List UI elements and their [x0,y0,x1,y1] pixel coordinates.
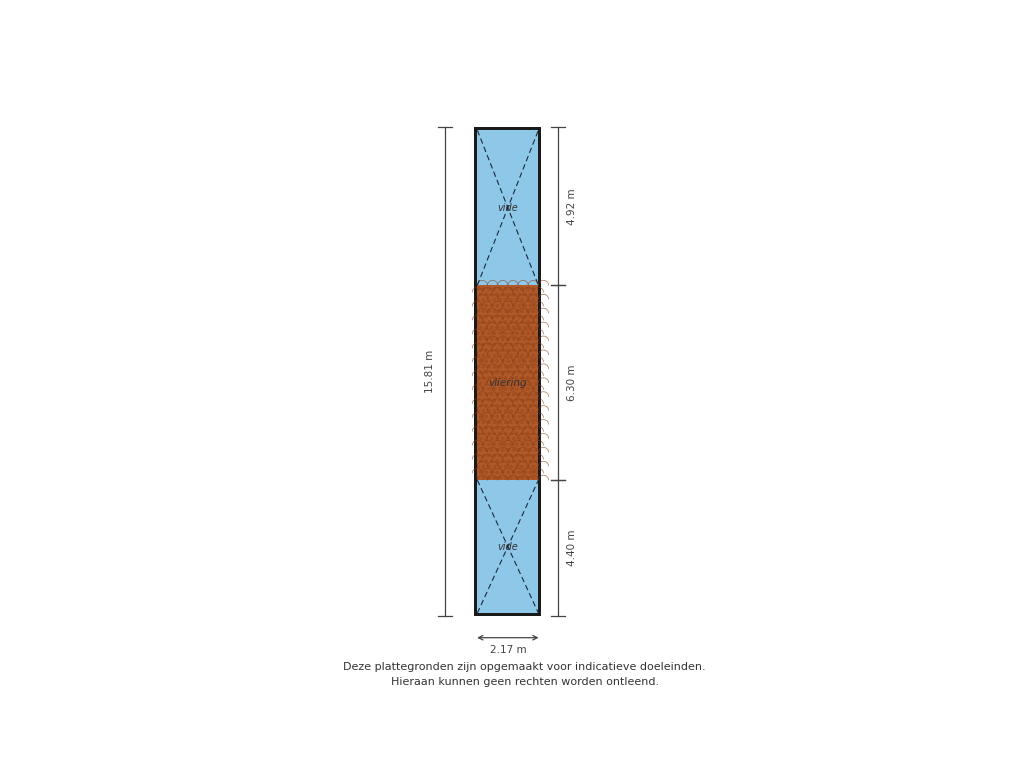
Text: vliering: vliering [488,378,527,388]
Bar [477,480,539,613]
Text: vide: vide [498,541,518,551]
Text: 4.40 m: 4.40 m [567,530,578,566]
Bar [477,131,539,285]
Text: 6.30 m: 6.30 m [567,364,578,401]
Text: Deze plattegronden zijn opgemaakt voor indicatieve doeleinden.
Hieraan kunnen ge: Deze plattegronden zijn opgemaakt voor i… [343,662,707,687]
Text: 4.92 m: 4.92 m [567,188,578,224]
Text: 15.81 m: 15.81 m [425,350,434,393]
Bar [477,285,539,480]
Bar [477,285,539,480]
Bar [474,127,542,616]
Text: 2.17 m: 2.17 m [489,645,526,655]
Text: vide: vide [498,203,518,213]
